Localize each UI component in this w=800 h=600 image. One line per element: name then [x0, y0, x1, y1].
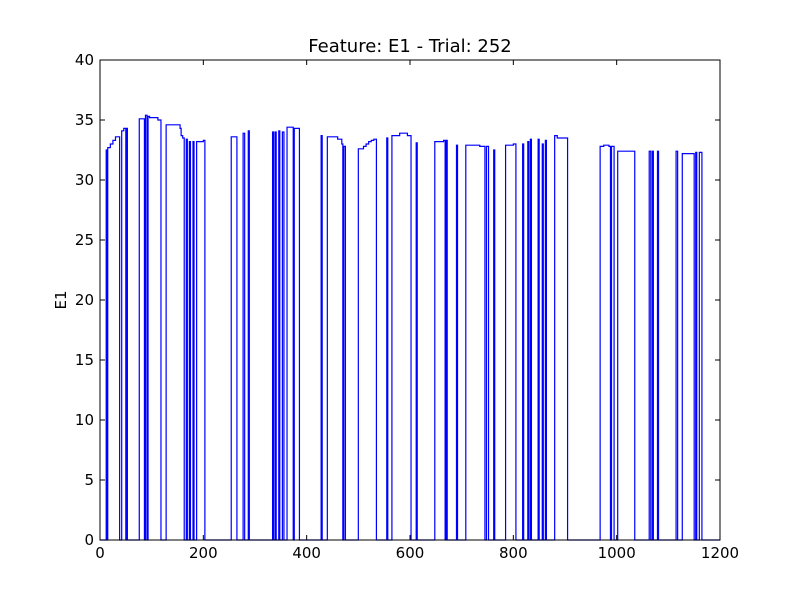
x-tick-label-1000: 1000	[598, 544, 636, 562]
y-tick-label-20: 20	[75, 291, 94, 309]
y-tick-label-0: 0	[84, 531, 94, 549]
y-tick-label-15: 15	[75, 351, 94, 369]
y-tick-label-40: 40	[75, 51, 94, 69]
y-tick-label-35: 35	[75, 111, 94, 129]
x-tick-label-0: 0	[95, 544, 105, 562]
x-tick-label-200: 200	[189, 544, 218, 562]
series-line-1	[100, 114, 720, 541]
y-axis-label: E1	[52, 290, 70, 309]
y-tick-label-30: 30	[75, 171, 94, 189]
x-tick-label-800: 800	[499, 544, 528, 562]
y-tick-label-25: 25	[75, 231, 94, 249]
x-tick-label-1200: 1200	[701, 544, 739, 562]
y-tick-label-10: 10	[75, 411, 94, 429]
chart-title: Feature: E1 - Trial: 252	[308, 36, 512, 57]
y-tick-label-5: 5	[84, 471, 94, 489]
x-tick-label-400: 400	[292, 544, 321, 562]
x-tick-label-600: 600	[396, 544, 425, 562]
